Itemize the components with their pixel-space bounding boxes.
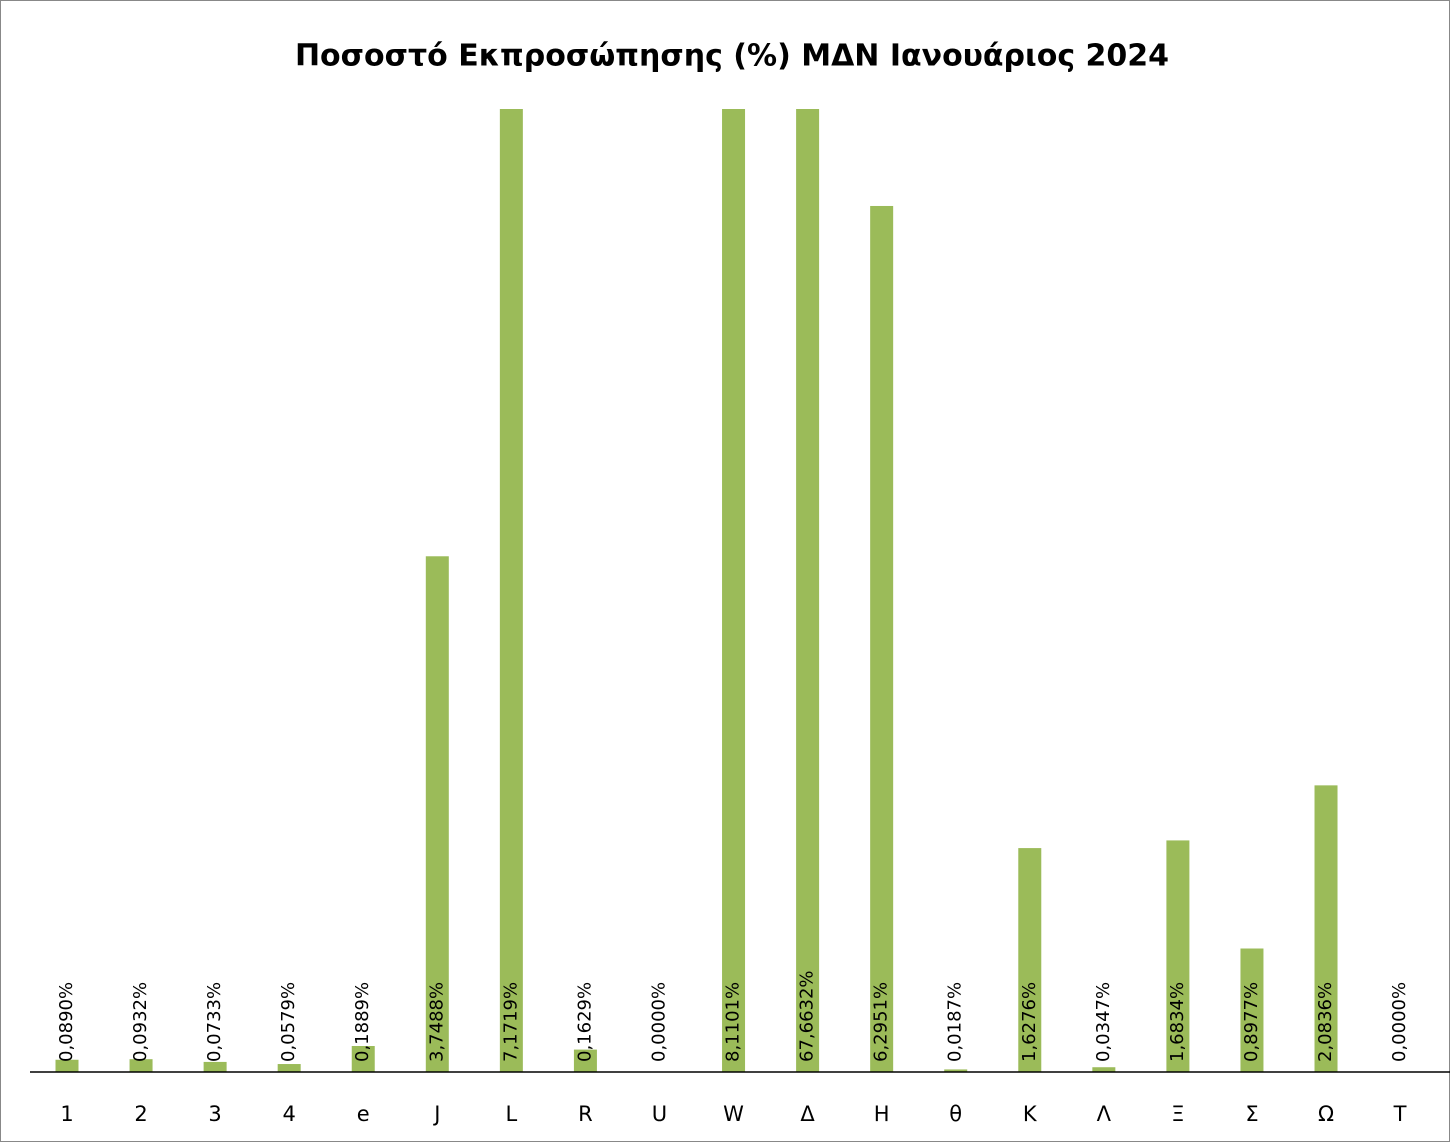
x-tick-label: Τ <box>1393 1102 1407 1126</box>
data-label: 0,0000% <box>1389 982 1410 1062</box>
data-label: 6,2951% <box>871 982 892 1062</box>
x-tick-label: 3 <box>208 1102 221 1126</box>
plot-area <box>55 109 1338 1072</box>
bar <box>129 1059 153 1072</box>
x-tick-label: R <box>578 1102 593 1126</box>
data-label: 0,0000% <box>648 982 669 1062</box>
bar <box>870 205 894 1072</box>
data-label: 1,6834% <box>1167 982 1188 1062</box>
data-label: 0,0733% <box>204 982 225 1062</box>
x-tick-label: Κ <box>1023 1102 1038 1126</box>
data-label: 0,8977% <box>1241 982 1262 1062</box>
bar <box>203 1061 227 1072</box>
data-label: 0,0347% <box>1093 982 1114 1062</box>
bar <box>425 556 449 1072</box>
bar <box>944 1069 968 1072</box>
x-tick-label: Σ <box>1245 1102 1258 1126</box>
x-tick-label: e <box>357 1102 370 1126</box>
data-label: 7,1719% <box>500 982 521 1062</box>
bar <box>722 109 746 1072</box>
x-tick-label: 2 <box>134 1102 147 1126</box>
chart-title: Ποσοστό Εκπροσώπησης (%) ΜΔΝ Ιανουάριος … <box>295 39 1169 74</box>
x-tick-label: 4 <box>282 1102 295 1126</box>
data-label: 0,1889% <box>352 982 373 1062</box>
data-label: 1,6276% <box>1019 982 1040 1062</box>
bar <box>1092 1067 1116 1072</box>
x-tick-label: W <box>723 1102 744 1126</box>
x-tick-label: Ξ <box>1171 1102 1184 1126</box>
data-label: 0,0187% <box>945 982 966 1062</box>
data-label: 67,6632% <box>797 970 818 1062</box>
bar <box>1166 840 1190 1072</box>
data-label: 2,0836% <box>1315 982 1336 1062</box>
bar <box>1018 848 1042 1072</box>
data-label: 0,0932% <box>130 982 151 1062</box>
bar <box>55 1059 79 1072</box>
data-label: 8,1101% <box>723 982 744 1062</box>
x-tick-label: Λ <box>1097 1102 1112 1126</box>
x-tick-label: θ <box>949 1102 962 1126</box>
bar <box>277 1064 301 1072</box>
x-tick-label: Η <box>874 1102 890 1126</box>
bar <box>499 109 523 1072</box>
x-tick-label: Δ <box>800 1102 815 1126</box>
x-tick-label: L <box>506 1102 518 1126</box>
bar <box>573 1049 597 1072</box>
data-label: 3,7488% <box>426 982 447 1062</box>
x-tick-label: 1 <box>60 1102 73 1126</box>
bar <box>351 1046 375 1072</box>
data-label: 0,0579% <box>278 982 299 1062</box>
x-tick-label: Ω <box>1318 1102 1334 1126</box>
x-tick-label: U <box>652 1102 667 1126</box>
bar <box>1240 948 1264 1072</box>
bar <box>1314 785 1338 1072</box>
data-label: 0,1629% <box>574 982 595 1062</box>
data-label: 0,0890% <box>56 982 77 1062</box>
bar <box>796 109 820 1072</box>
x-tick-label: J <box>432 1102 440 1126</box>
